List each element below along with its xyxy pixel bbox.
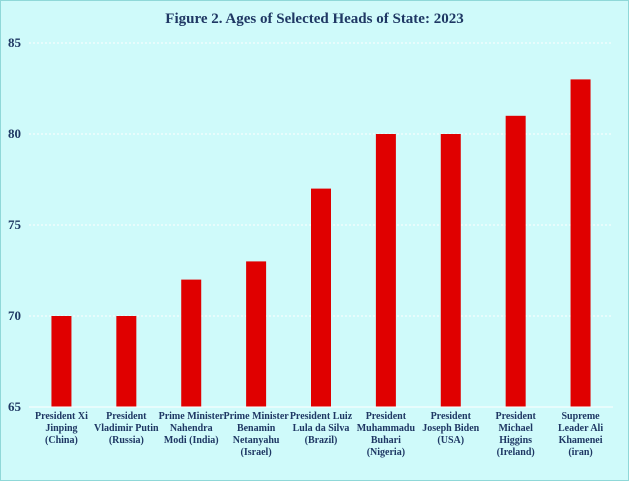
x-tick-label: President Muhammadu Buhari (Nigeria) xyxy=(356,411,416,458)
bar xyxy=(181,279,202,407)
bar xyxy=(311,188,331,407)
y-tick-label: 70 xyxy=(8,308,21,323)
bar xyxy=(116,316,137,407)
x-tick-label: Prime Minister Benamin Netanyahu (Israel… xyxy=(223,411,289,458)
x-tick-label: President Luiz Lula da Silva (Brazil) xyxy=(289,411,353,446)
y-tick-label: 65 xyxy=(8,399,22,414)
bar xyxy=(51,316,72,407)
bar xyxy=(505,115,526,408)
y-tick-label: 75 xyxy=(8,217,22,232)
y-tick-label: 85 xyxy=(8,35,22,50)
x-tick-label: President Joseph Biden (USA) xyxy=(422,411,480,446)
y-tick-label: 80 xyxy=(8,126,21,141)
x-tick-label: Prime Minister Nahendra Modi (India) xyxy=(158,411,224,446)
bar xyxy=(246,261,267,407)
bar xyxy=(440,134,461,407)
x-tick-label: President Xi Jinping (China) xyxy=(35,411,88,446)
bar xyxy=(375,134,396,407)
x-tick-label: Supreme Leader Ali Khamenei (iran) xyxy=(558,411,604,458)
bar xyxy=(570,79,591,408)
x-tick-label: President Vladimir Putin (Russia) xyxy=(94,411,159,446)
chart-title: Figure 2. Ages of Selected Heads of Stat… xyxy=(165,11,464,27)
x-tick-label: President Michael Higgins (Ireland) xyxy=(495,411,536,458)
